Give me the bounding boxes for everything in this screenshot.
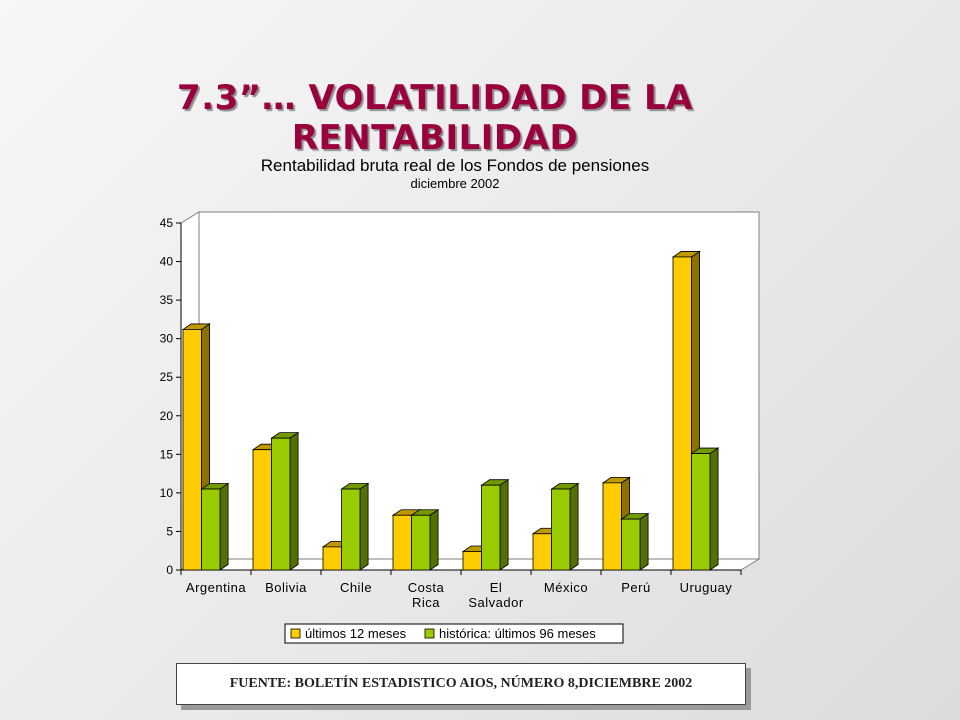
- bar-side: [709, 447, 719, 571]
- bar-front: [672, 256, 692, 571]
- x-tick-label-line: Uruguay: [680, 580, 733, 595]
- bar: [690, 447, 720, 571]
- bar-side: [359, 482, 369, 571]
- bar: [480, 478, 510, 571]
- bars: [181, 250, 720, 571]
- bar-side: [569, 482, 579, 571]
- bar-front: [462, 551, 482, 571]
- x-tick-label: Uruguay: [680, 580, 733, 595]
- bar-side: [499, 478, 509, 571]
- x-tick-label-line: Perú: [621, 580, 650, 595]
- x-tick-label: Perú: [621, 580, 650, 595]
- bar-front: [532, 533, 552, 571]
- bar-front: [201, 488, 221, 571]
- bar: [200, 482, 230, 571]
- bar-side: [289, 431, 299, 571]
- x-tick-label: Costa Rica: [408, 580, 445, 610]
- bar-front: [481, 484, 501, 571]
- x-tick-label-line: Rica: [412, 595, 440, 610]
- y-tick-label: 5: [166, 524, 173, 538]
- bar-front: [322, 546, 342, 571]
- x-tick-label-line: Bolivia: [265, 580, 307, 595]
- bar-front: [411, 514, 431, 571]
- legend-label: histórica: últimos 96 meses: [439, 626, 596, 641]
- y-axis: 0 5 10 15 20 25 30 35 40 45: [160, 216, 742, 577]
- source-text: FUENTE: BOLETÍN ESTADISTICO AIOS, NÚMERO…: [229, 676, 693, 691]
- y-tick-label: 45: [160, 216, 174, 230]
- legend: últimos 12 meses histórica: últimos 96 me…: [284, 623, 624, 644]
- bar: [550, 482, 580, 571]
- y-tick-label: 35: [160, 293, 174, 307]
- bar-front: [621, 518, 641, 571]
- chart-title: Rentabilidad bruta real de los Fondos de…: [261, 156, 649, 175]
- slide-title: 7.3”… VOLATILIDAD DE LA RENTABILIDAD: [150, 78, 720, 158]
- y-tick-label: 15: [160, 447, 174, 461]
- x-tick-label: México: [544, 580, 588, 595]
- bar-side: [219, 482, 229, 571]
- x-tick-label: Bolivia: [265, 580, 307, 595]
- bar-front: [271, 437, 291, 571]
- x-tick-label-line: Salvador: [468, 595, 523, 610]
- y-tick-label: 25: [160, 370, 174, 384]
- y-tick-label: 0: [166, 563, 173, 577]
- slide-title-line-2: RENTABILIDAD: [291, 118, 579, 158]
- x-tick-label-line: Argentina: [186, 580, 246, 595]
- x-tick-label: El Salvador: [468, 580, 523, 610]
- x-tick-label-line: México: [544, 580, 588, 595]
- bar: [410, 508, 440, 571]
- bar: [620, 512, 650, 571]
- x-tick-label-line: El: [490, 580, 503, 595]
- legend-swatch: [290, 628, 301, 639]
- bar-front: [252, 449, 272, 571]
- x-tick-label-line: Costa: [408, 580, 445, 595]
- y-tick-label: 20: [160, 409, 174, 423]
- slide-title-line-1: 7.3”… VOLATILIDAD DE LA: [177, 78, 693, 118]
- legend-box: [284, 623, 624, 644]
- bar-front: [341, 488, 361, 571]
- source-note: FUENTE: BOLETÍN ESTADISTICO AIOS, NÚMERO…: [176, 663, 746, 705]
- bar-front: [551, 488, 571, 571]
- bar-front: [691, 453, 711, 571]
- legend-swatch: [424, 628, 435, 639]
- x-tick-label: Argentina: [186, 580, 246, 595]
- y-tick-label: 10: [160, 486, 174, 500]
- legend-label: últimos 12 meses: [305, 626, 407, 641]
- bar: [340, 482, 370, 571]
- y-tick-label: 40: [160, 255, 174, 269]
- bar-side: [639, 512, 649, 571]
- bar: [270, 431, 300, 571]
- y-tick-label: 30: [160, 332, 174, 346]
- bar-side: [429, 508, 439, 571]
- x-tick-label-line: Chile: [340, 580, 372, 595]
- chart-subtitle: diciembre 2002: [411, 176, 500, 191]
- bar-front: [602, 482, 622, 571]
- x-axis-labels: Argentina Bolivia Chile Costa Rica El Salvador…: [186, 580, 732, 610]
- x-tick-label: Chile: [340, 580, 372, 595]
- bar-front: [182, 329, 202, 571]
- bar-front: [392, 514, 412, 571]
